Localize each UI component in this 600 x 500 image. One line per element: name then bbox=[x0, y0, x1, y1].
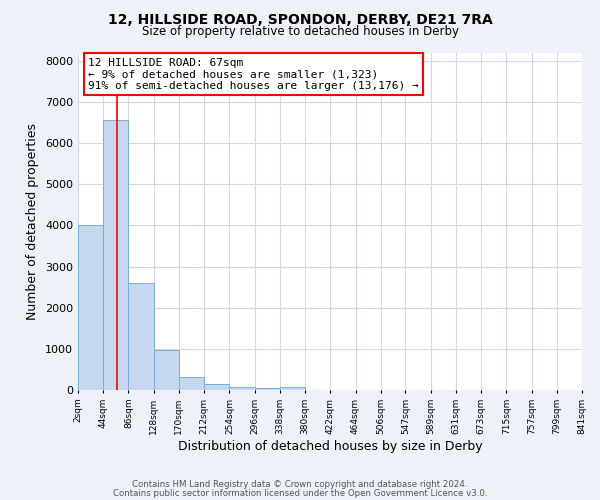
Bar bbox=[103, 120, 128, 390]
Bar bbox=[78, 226, 103, 390]
Text: 12, HILLSIDE ROAD, SPONDON, DERBY, DE21 7RA: 12, HILLSIDE ROAD, SPONDON, DERBY, DE21 … bbox=[107, 12, 493, 26]
Text: Size of property relative to detached houses in Derby: Size of property relative to detached ho… bbox=[142, 25, 458, 38]
Bar bbox=[128, 283, 154, 390]
Bar bbox=[154, 350, 179, 390]
Bar bbox=[280, 387, 305, 390]
Text: Contains public sector information licensed under the Open Government Licence v3: Contains public sector information licen… bbox=[113, 488, 487, 498]
Text: Contains HM Land Registry data © Crown copyright and database right 2024.: Contains HM Land Registry data © Crown c… bbox=[132, 480, 468, 489]
Y-axis label: Number of detached properties: Number of detached properties bbox=[26, 122, 40, 320]
Bar bbox=[179, 377, 204, 390]
X-axis label: Distribution of detached houses by size in Derby: Distribution of detached houses by size … bbox=[178, 440, 482, 452]
Bar bbox=[229, 387, 254, 390]
Bar bbox=[204, 384, 229, 390]
Text: 12 HILLSIDE ROAD: 67sqm
← 9% of detached houses are smaller (1,323)
91% of semi-: 12 HILLSIDE ROAD: 67sqm ← 9% of detached… bbox=[88, 58, 419, 91]
Bar bbox=[254, 388, 280, 390]
